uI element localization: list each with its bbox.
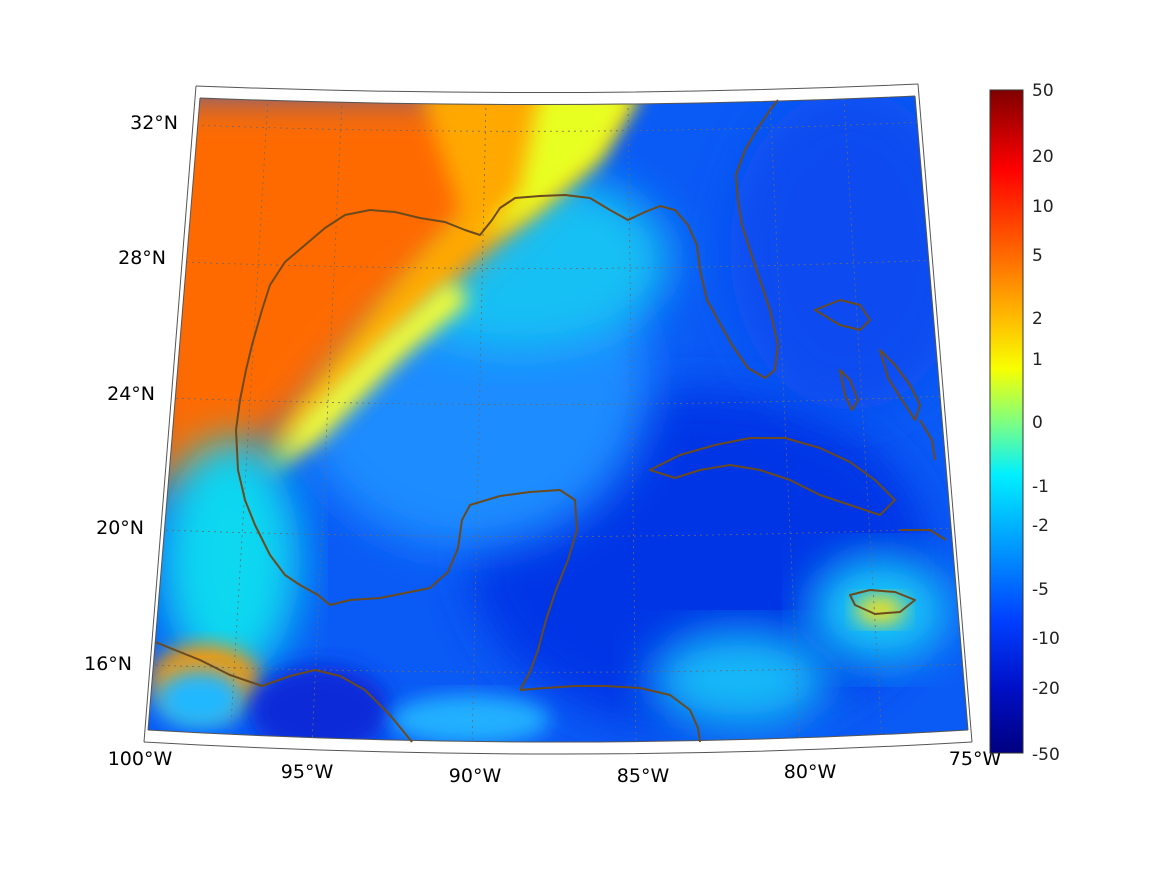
colorbar: 50 20 10 5 2 1 0 -1 -2 -5 -10 -20 -50 [989,81,1060,765]
colorbar-tick: 2 [1032,309,1043,329]
map-frame [143,83,973,755]
lon-labels: 100°W 95°W 90°W 85°W 80°W 75°W [108,748,1002,787]
colorbar-tick: 0 [1032,413,1043,433]
colorbar-tick: 50 [1032,81,1054,101]
colorbar-tick: -2 [1032,516,1049,536]
colorbar-tick: -50 [1032,745,1060,765]
lon-label-75w: 75°W [949,748,1002,770]
lat-label-32: 32°N [130,112,178,134]
colorbar-tick: -10 [1032,629,1060,649]
lon-label-100w: 100°W [108,748,173,770]
colorbar-gradient [989,89,1024,754]
lon-label-90w: 90°W [449,765,502,787]
lat-label-24: 24°N [107,383,155,405]
colorbar-tick: 5 [1032,246,1043,266]
colorbar-tick: -1 [1032,477,1049,497]
graticule [149,97,967,742]
colorbar-tick: -20 [1032,679,1060,699]
lon-label-95w: 95°W [281,761,334,783]
lon-label-85w: 85°W [617,765,670,787]
colorbar-tick: 1 [1032,350,1043,370]
lat-labels: 32°N 28°N 24°N 20°N 16°N [84,112,178,675]
colorbar-labels: 50 20 10 5 2 1 0 -1 -2 -5 -10 -20 -50 [1032,81,1060,765]
data-field [148,96,968,742]
coastlines [154,99,947,743]
lat-label-20: 20°N [96,517,144,539]
lat-label-28: 28°N [118,247,166,269]
lon-label-80w: 80°W [784,761,837,783]
colorbar-tick: 20 [1032,147,1054,167]
colorbar-tick: 10 [1032,197,1054,217]
lat-label-16: 16°N [84,653,132,675]
colorbar-tick: -5 [1032,580,1049,600]
